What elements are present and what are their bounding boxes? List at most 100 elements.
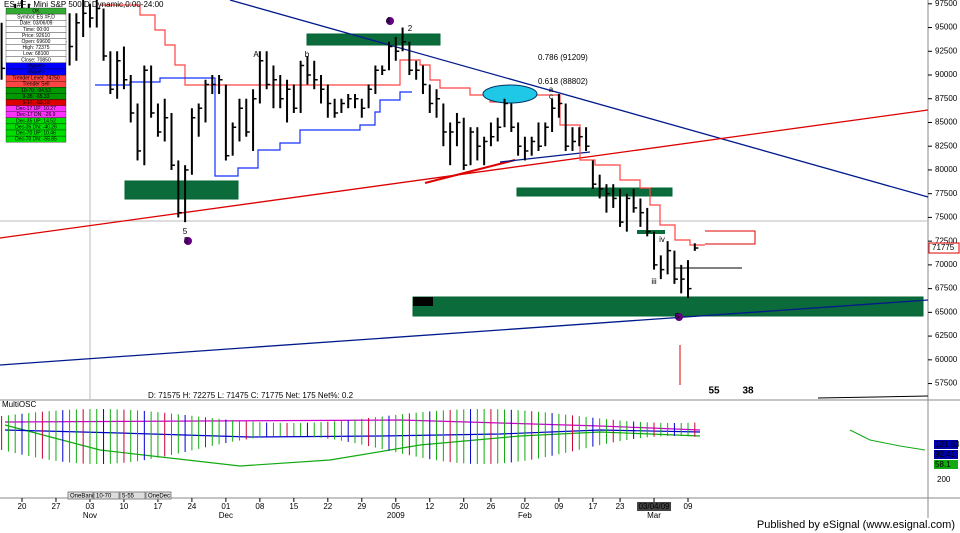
osc-tab-label: OneBand bbox=[70, 494, 95, 500]
osc-title: MultiOSC bbox=[2, 400, 36, 409]
x-month-label: 2009 bbox=[387, 511, 405, 520]
stop-line bbox=[95, 77, 412, 177]
marker-line bbox=[817, 395, 929, 399]
x-tick-label: 09 bbox=[684, 502, 693, 511]
trend-line bbox=[424, 159, 516, 184]
annotation: iii bbox=[651, 277, 657, 286]
info-text: 10-70: -94.53 bbox=[21, 88, 51, 94]
x-month-label: Dec bbox=[219, 511, 233, 520]
info-text: Open: 69600 bbox=[22, 39, 51, 45]
x-tick-label: 01 bbox=[221, 502, 230, 511]
annotation: 5 bbox=[183, 227, 188, 236]
zone-box bbox=[412, 296, 924, 317]
x-tick-label: 24 bbox=[187, 502, 196, 511]
info-text: Dec-17 UP: 10.27 bbox=[16, 106, 56, 112]
osc-tab[interactable] bbox=[145, 491, 172, 500]
x-tick-label: 05 bbox=[391, 502, 400, 511]
info-text: Dec-35 UP: 14.52 bbox=[16, 118, 56, 124]
x-tick-label: 15 bbox=[289, 502, 298, 511]
x-tick-label: 08 bbox=[255, 502, 264, 511]
annotation: 55 bbox=[708, 386, 720, 397]
info-text: Dec-35 DN: -40.26 bbox=[15, 124, 57, 130]
osc-tab[interactable] bbox=[67, 491, 94, 500]
y-tick-label: 77500 bbox=[935, 189, 958, 198]
x-tick-label: 17 bbox=[588, 502, 597, 511]
y-tick-label: 82500 bbox=[935, 141, 958, 150]
info-text: <None> bbox=[27, 70, 45, 76]
y-tick-label: 57500 bbox=[935, 379, 958, 388]
y-tick-label: 92500 bbox=[935, 46, 958, 55]
drawings bbox=[0, 0, 929, 399]
y-tick-label: 95000 bbox=[935, 23, 958, 32]
osc-line bbox=[4, 424, 701, 467]
osc-label: 92.41 bbox=[935, 450, 956, 459]
x-cursor-box bbox=[637, 502, 672, 511]
x-tick-label: 26 bbox=[486, 502, 495, 511]
info-text: Close: 70850 bbox=[21, 57, 51, 63]
info-text: Trender Sell bbox=[22, 82, 49, 88]
y-tick-label: 70000 bbox=[935, 260, 958, 269]
osc-label-box bbox=[934, 440, 958, 449]
osc-tick: 200 bbox=[937, 475, 951, 484]
y-tick-label: 62500 bbox=[935, 331, 958, 340]
trend-line bbox=[229, 0, 929, 198]
x-tick-label: 17 bbox=[153, 502, 162, 511]
stats: D: 71575 H: 72275 L: 71475 C: 71775 Net:… bbox=[148, 391, 354, 400]
info-text: Time: 00:00 bbox=[23, 27, 49, 33]
x-tick-label: 20 bbox=[18, 502, 27, 511]
last-price-box bbox=[928, 242, 960, 254]
wave-marker bbox=[675, 313, 683, 321]
footer: Published by eSignal (www.esignal.com) bbox=[757, 519, 955, 531]
osc-tab-label: 10-70 bbox=[96, 494, 112, 500]
info-text: Symbol: ES #F,D bbox=[17, 15, 55, 21]
x-tick-label: 03/04/09 bbox=[638, 502, 670, 511]
x-tick-label: 29 bbox=[357, 502, 366, 511]
info-text: Dec-70 DN: -55.85 bbox=[15, 137, 57, 143]
osc-label: 121.53 bbox=[935, 440, 960, 449]
x-tick-label: 27 bbox=[52, 502, 61, 511]
info-text: Price: 92610 bbox=[22, 33, 50, 39]
annotation: 0.618 (88802) bbox=[538, 77, 588, 86]
zone-box bbox=[306, 33, 441, 46]
zone-box bbox=[637, 230, 665, 234]
info-text: <None> bbox=[27, 63, 45, 69]
osc-label-box bbox=[934, 460, 958, 469]
osc-tab[interactable] bbox=[93, 491, 120, 500]
annotation: a bbox=[549, 85, 554, 94]
highlight-ellipse bbox=[482, 84, 538, 104]
wave-marker bbox=[386, 17, 394, 25]
x-tick-label: 23 bbox=[616, 502, 625, 511]
info-text: Dec-70 UP: 10.46 bbox=[16, 131, 56, 137]
osc-label: 58.1 bbox=[935, 460, 951, 469]
annotation: 4 bbox=[386, 16, 391, 25]
info-text: Date: 03/06/09 bbox=[20, 21, 53, 27]
annotation: c bbox=[549, 92, 553, 101]
y-tick-label: 97500 bbox=[935, 0, 958, 8]
info-text: 5-17: -53.10 bbox=[23, 100, 50, 106]
trend-line bbox=[499, 151, 591, 163]
x-month-label: Feb bbox=[518, 511, 532, 520]
last-price-label: 71775 bbox=[932, 243, 955, 252]
zone-box bbox=[124, 180, 239, 200]
annotation: 2 bbox=[408, 24, 413, 33]
y-tick-label: 87500 bbox=[935, 94, 958, 103]
osc-tab[interactable] bbox=[119, 491, 146, 500]
annotation: 5 bbox=[675, 312, 680, 321]
info-row bbox=[5, 135, 67, 143]
x-tick-label: 03 bbox=[86, 502, 95, 511]
annotation: b bbox=[305, 50, 310, 59]
info-text: High: 72375 bbox=[23, 45, 50, 51]
y-tick-label: 85000 bbox=[935, 118, 958, 127]
osc-tab-label: OneDec bbox=[148, 494, 170, 500]
osc-label-box bbox=[934, 450, 958, 459]
y-tick-label: 60000 bbox=[935, 355, 958, 364]
y-tick-label: 80000 bbox=[935, 165, 958, 174]
y-tick-label: 75000 bbox=[935, 213, 958, 222]
osc-line bbox=[849, 429, 926, 451]
y-tick-label: 65000 bbox=[935, 307, 958, 316]
arrow bbox=[705, 230, 756, 245]
info-text: Dec-17 DN: -26.9 bbox=[17, 112, 56, 118]
x-tick-label: 20 bbox=[459, 502, 468, 511]
